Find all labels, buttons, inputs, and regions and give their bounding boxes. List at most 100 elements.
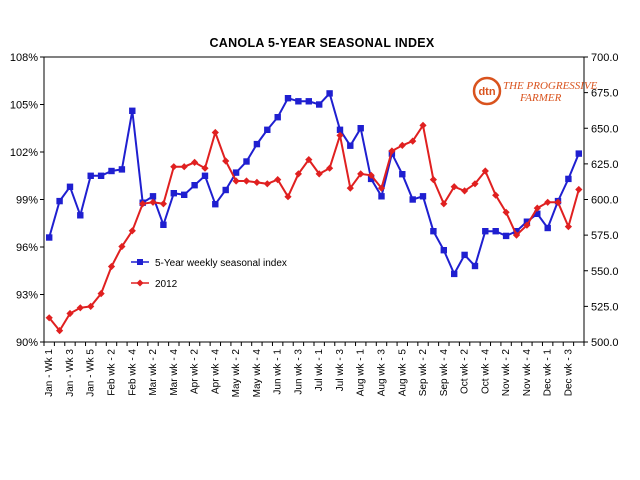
left-y-tick-label: 105%	[10, 100, 38, 112]
series-2012	[45, 121, 583, 335]
data-point-5yr	[129, 107, 136, 114]
data-point-5yr	[87, 172, 94, 179]
data-point-2012	[409, 137, 417, 145]
data-point-2012	[201, 164, 209, 172]
line-5yr-index	[48, 91, 580, 277]
x-tick-label: Sep wk - 2	[418, 349, 429, 397]
data-point-5yr	[222, 186, 229, 194]
x-tick-label: Jul wk - 3	[335, 349, 346, 392]
data-point-5yr	[56, 197, 63, 205]
legend-marker-2012	[136, 279, 144, 287]
data-point-5yr	[170, 190, 177, 197]
data-point-5yr	[149, 193, 157, 200]
x-tick-label: Mar wk - 4	[169, 349, 180, 396]
data-point-2012	[242, 177, 251, 185]
right-y-tick-label: 525.0	[591, 301, 619, 313]
x-tick-label: Jul wk - 1	[314, 349, 325, 392]
data-point-2012	[554, 198, 562, 206]
data-point-5yr	[440, 247, 447, 254]
right-y-tick-label: 600.0	[591, 195, 619, 207]
logo-name-line1: THE PROGRESSIVE	[503, 80, 598, 92]
data-point-2012	[87, 302, 95, 310]
right-y-tick-label: 700.0	[591, 52, 619, 64]
data-point-2012	[284, 193, 292, 201]
x-tick-label: Jan - Wk 3	[65, 349, 76, 397]
data-point-5yr	[118, 166, 126, 173]
data-point-2012	[326, 164, 334, 172]
plot-area	[43, 56, 585, 343]
data-point-2012	[305, 156, 313, 164]
data-point-2012	[440, 200, 448, 208]
x-tick-label: Jan - Wk 5	[86, 349, 97, 397]
data-point-2012	[575, 185, 583, 194]
data-point-2012	[45, 314, 53, 322]
data-point-2012	[544, 198, 552, 206]
data-point-2012	[211, 128, 219, 137]
data-point-5yr	[232, 169, 240, 176]
data-point-5yr	[326, 90, 333, 97]
data-point-5yr	[378, 193, 385, 200]
x-tick-label: Feb wk - 4	[127, 349, 138, 396]
data-point-2012	[336, 131, 344, 139]
data-point-2012	[481, 167, 489, 175]
data-point-5yr	[243, 158, 250, 165]
data-point-5yr	[357, 125, 364, 132]
data-point-2012	[471, 180, 479, 188]
x-tick-label: Nov wk - 4	[522, 349, 533, 397]
left-y-tick-label: 90%	[16, 337, 38, 349]
x-axis: Jan - Wk 1 Jan - Wk 3 Jan - Wk 5 Feb wk - 2…	[43, 342, 585, 397]
data-point-5yr	[482, 228, 489, 235]
data-point-2012	[170, 163, 178, 171]
chart-title: CANOLA 5-YEAR SEASONAL INDEX	[209, 36, 434, 50]
data-point-5yr	[253, 140, 261, 148]
data-point-2012	[253, 178, 261, 186]
left-y-tick-label: 96%	[16, 242, 38, 254]
data-point-2012	[76, 304, 84, 312]
data-point-5yr	[430, 228, 437, 235]
data-point-2012	[398, 141, 406, 149]
data-point-5yr	[461, 251, 468, 259]
data-point-2012	[97, 289, 105, 298]
data-point-2012	[274, 176, 282, 184]
data-point-5yr	[471, 262, 479, 270]
left-y-axis: 90% 93% 96% 99% 102% 105% 108%	[10, 52, 44, 349]
data-point-2012	[107, 262, 116, 271]
data-point-2012	[66, 309, 74, 318]
data-point-2012	[461, 187, 469, 195]
dtn-logo-ring-icon	[472, 76, 502, 106]
data-point-5yr	[575, 150, 582, 157]
x-tick-label: Oct wk - 4	[480, 349, 491, 394]
x-tick-label: Nov wk - 2	[501, 349, 512, 397]
right-y-tick-label: 650.0	[591, 123, 619, 135]
data-point-2012	[388, 147, 396, 155]
data-point-2012	[367, 171, 375, 179]
data-point-5yr	[513, 228, 520, 235]
data-point-2012	[533, 204, 541, 212]
x-tick-label: Sep wk - 4	[439, 349, 450, 397]
right-y-tick-label: 625.0	[591, 159, 619, 171]
left-y-tick-label: 99%	[16, 195, 38, 207]
x-tick-label: Apr wk - 4	[210, 349, 221, 394]
data-point-5yr	[534, 210, 541, 217]
data-point-5yr	[295, 98, 302, 105]
x-tick-label: Feb wk - 2	[107, 349, 118, 396]
data-point-2012	[128, 227, 136, 235]
x-tick-label: Jan - Wk 1	[44, 349, 55, 397]
data-point-2012	[419, 121, 427, 129]
data-point-5yr	[284, 95, 292, 102]
right-y-tick-label: 575.0	[591, 230, 619, 242]
data-point-2012	[346, 184, 354, 192]
data-point-5yr	[108, 167, 115, 175]
data-point-5yr	[399, 171, 406, 178]
data-point-2012	[180, 163, 188, 171]
data-point-2012	[159, 200, 167, 208]
data-point-5yr	[409, 196, 416, 203]
data-point-5yr	[97, 172, 105, 179]
legend: 5-Year weekly seasonal index 2012	[131, 258, 287, 290]
series-layer	[45, 90, 583, 335]
x-tick-label: Apr wk - 2	[190, 349, 201, 394]
data-point-2012	[191, 158, 199, 166]
data-point-5yr	[451, 270, 458, 278]
data-point-5yr	[336, 126, 344, 133]
data-point-2012	[512, 231, 521, 239]
